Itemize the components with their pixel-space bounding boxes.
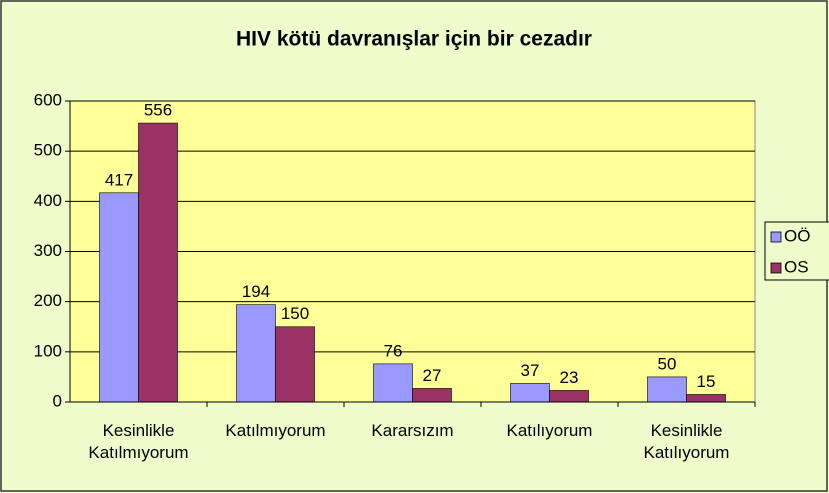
data-label: 15: [697, 372, 716, 391]
y-tick-label: 200: [34, 291, 62, 310]
x-tick-label: Katılmıyorum: [225, 421, 326, 440]
y-tick-label: 100: [34, 341, 62, 360]
y-tick-label: 400: [34, 191, 62, 210]
x-tick-label: Kesinlikle Katılıyorum: [643, 421, 730, 462]
x-tick-label: Kararsızım: [371, 421, 454, 440]
data-label: 150: [281, 304, 309, 323]
data-label: 556: [144, 101, 172, 120]
data-label: 76: [384, 341, 403, 360]
legend-label: OÖ: [784, 226, 810, 245]
y-tick-label: 300: [34, 241, 62, 260]
legend-swatch: [770, 262, 782, 274]
legend-label: OS: [784, 257, 809, 276]
bar: [236, 304, 276, 403]
x-tick-label: Kesinlikle Katılmıyorum: [88, 421, 189, 462]
y-tick-label: 0: [53, 391, 62, 410]
bar: [647, 376, 687, 403]
bar: [138, 122, 178, 403]
chart-title: HIV kötü davranışlar için bir cezadır: [236, 28, 592, 51]
data-label: 37: [521, 361, 540, 380]
x-tick-label: Katılıyorum: [506, 421, 593, 440]
legend-swatch: [770, 231, 782, 243]
data-label: 194: [242, 282, 270, 301]
y-tick-label: 600: [34, 90, 62, 109]
bar: [275, 326, 315, 403]
bar: [373, 363, 413, 403]
y-tick-label: 500: [34, 141, 62, 160]
data-label: 27: [423, 366, 442, 385]
data-label: 23: [560, 368, 579, 387]
data-label: 417: [105, 170, 133, 189]
bar: [549, 390, 589, 403]
bar: [510, 383, 550, 403]
bar: [412, 388, 452, 403]
bar: [99, 192, 139, 403]
data-label: 50: [658, 354, 677, 373]
bar: [686, 394, 726, 403]
